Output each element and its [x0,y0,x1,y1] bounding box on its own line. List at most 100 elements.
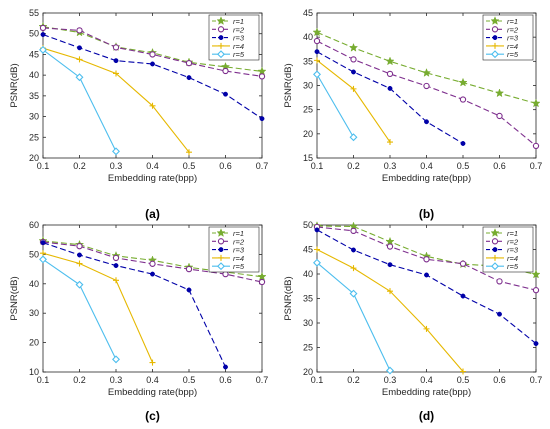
dot-marker [424,272,429,278]
chart-panel-c: 0.1 0.2 0.3 0.4 0.5 0.6 0.7 10 20 30 40 50 60 Embeddi… [9,220,268,423]
circle-marker [217,26,225,33]
plus-marker [314,246,320,253]
legend-label: r=4 [507,254,518,263]
x-tick-label: 0.6 [493,161,506,171]
legend-box [482,226,534,273]
y-tick-label: 40 [303,269,313,279]
star-marker [257,271,267,281]
y-tick-label: 35 [29,91,39,101]
legend-label: r=2 [507,25,519,34]
circle-marker [258,278,266,286]
x-tick-label: 0.2 [347,161,360,171]
dot-marker [314,227,320,233]
x-tick-label: 0.7 [256,161,269,171]
circle-marker [496,112,503,120]
circle-marker [149,260,156,267]
dot-marker [218,35,224,41]
chart-panel-d: 0.1 0.2 0.3 0.4 0.5 0.6 0.7 20 25 30 35 40 45 50 Embed… [283,220,542,423]
plus-marker [113,70,119,77]
y-tick-label: 40 [29,70,39,80]
dot-marker [460,293,466,299]
plus-marker [492,254,498,261]
x-axis-label: Embedding rate(bpp) [108,173,197,184]
dot-marker [113,58,119,64]
series-r5 [39,45,120,156]
star-marker [458,77,468,87]
diamond-marker [491,262,499,271]
x-tick-label: 0.4 [146,375,159,385]
plus-marker [387,139,393,146]
star-marker [312,27,322,37]
legend: r=1r=2r=3r=4r=5 [208,226,260,273]
y-tick-label: 30 [29,112,39,122]
dot-marker [218,247,224,253]
panel-label: (d) [419,409,434,423]
diamond-marker [75,280,84,289]
legend-label: r=5 [507,50,519,59]
star-marker [531,269,541,279]
star-marker [385,56,395,66]
circle-marker [459,96,467,103]
x-tick-label: 0.5 [457,161,470,171]
y-axis-label: PSNR(dB) [283,276,294,320]
dot-marker [77,45,82,51]
legend-label: r=1 [507,229,518,238]
diamond-marker [217,50,225,59]
dot-marker [460,141,466,146]
series-r3 [40,32,265,122]
series-r5 [39,255,120,364]
plus-marker [76,260,83,267]
circle-marker [350,56,357,63]
legend: r=1r=2r=3r=4r=5 [482,14,534,61]
circle-marker [491,26,499,33]
circle-marker [423,82,430,90]
y-tick-label: 45 [29,49,39,59]
circle-marker [149,51,156,58]
series-r3 [314,227,539,347]
x-tick-label: 0.3 [384,161,397,171]
series-r3 [40,240,228,370]
plus-marker [218,254,224,261]
x-tick-label: 0.3 [110,161,123,171]
y-tick-label: 25 [303,343,313,353]
circle-marker [76,27,83,34]
dot-marker [77,252,82,258]
dot-marker [259,116,265,122]
plus-marker [460,368,466,375]
legend-label: r=1 [233,17,244,26]
y-tick-label: 25 [303,105,313,115]
series-r2 [39,24,266,80]
x-axis-label: Embedding rate(bpp) [382,387,471,398]
legend-label: r=4 [233,254,244,263]
plus-marker [492,42,498,49]
series-r5 [313,258,394,375]
x-tick-label: 0.6 [219,161,232,171]
y-tick-label: 35 [303,294,313,304]
dot-marker [223,364,228,370]
legend-label: r=1 [233,229,244,238]
x-axis-label: Embedding rate(bpp) [108,387,197,398]
legend-label: r=2 [233,25,245,34]
dot-marker [387,85,393,91]
series-line [42,242,226,368]
plus-marker [423,325,430,332]
circle-marker [313,37,321,45]
diamond-marker [112,147,120,156]
y-tick-label: 30 [303,81,313,91]
circle-marker [39,24,47,32]
y-tick-label: 50 [303,220,313,230]
legend-box [482,14,534,61]
y-tick-label: 50 [29,249,39,259]
y-tick-label: 25 [29,132,39,142]
circle-marker [112,44,120,51]
circle-marker [532,142,540,150]
series-r2 [313,223,540,294]
x-tick-label: 0.5 [183,161,196,171]
y-tick-label: 20 [303,367,313,377]
x-tick-label: 0.7 [256,375,269,385]
plus-marker [149,102,156,109]
circle-marker [491,238,499,245]
diamond-marker [386,366,394,375]
x-tick-label: 0.2 [73,375,86,385]
star-marker [531,98,541,108]
